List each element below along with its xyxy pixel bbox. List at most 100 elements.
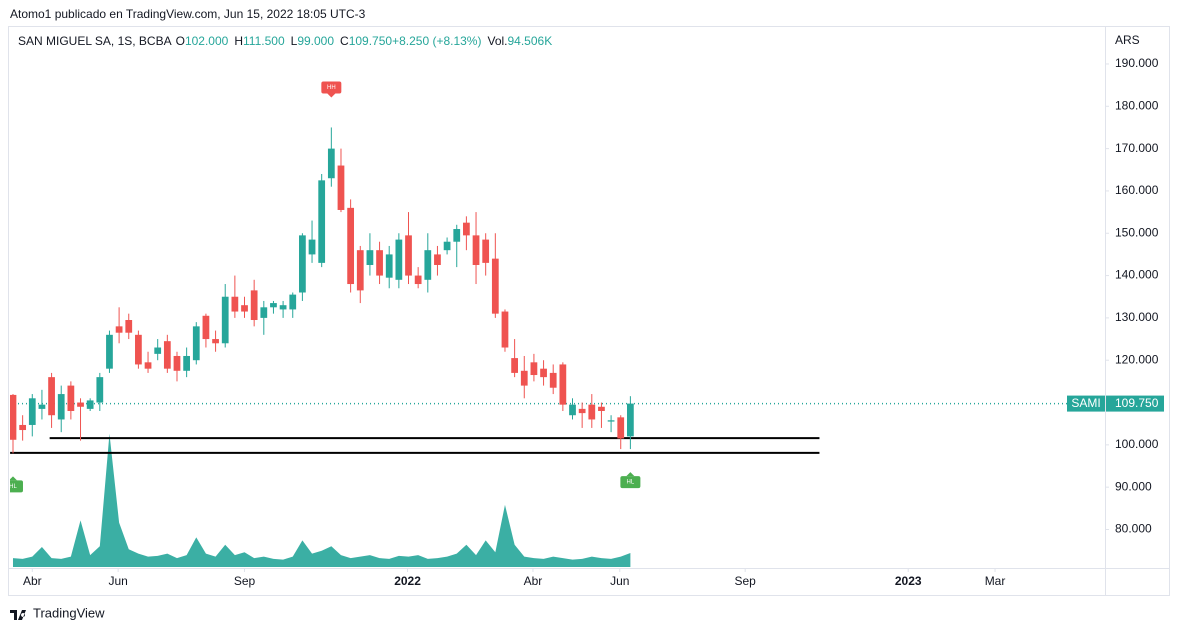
candle-body	[598, 406, 605, 411]
legend-label: L	[291, 34, 298, 48]
x-tick-label: Abr	[524, 574, 543, 588]
logo	[10, 610, 26, 620]
legend-value: 111.500	[243, 34, 285, 48]
candle-body	[491, 258, 499, 314]
candle-body	[250, 290, 258, 321]
legend-label: C	[340, 34, 349, 48]
annotation-arrow	[626, 472, 635, 477]
candle-body	[308, 239, 316, 255]
y-tick-label: 150.000	[1115, 225, 1159, 239]
candle-body	[163, 341, 171, 369]
candle-body	[511, 358, 518, 373]
candle-body	[299, 235, 306, 293]
y-tick-label: 140.000	[1115, 268, 1159, 282]
candle-body	[135, 334, 142, 365]
candle-body	[154, 347, 162, 354]
candle-body	[270, 303, 277, 308]
y-tick-label: 170.000	[1115, 141, 1159, 155]
x-tick-label: Sep	[734, 574, 756, 588]
y-tick-label: 120.000	[1115, 352, 1159, 366]
x-tick-label: Abr	[23, 574, 42, 588]
price-badge	[1106, 395, 1164, 412]
candle-body	[549, 372, 557, 388]
candle-body	[327, 148, 335, 179]
candle-body	[559, 364, 567, 405]
legend-value: 99.000	[297, 34, 334, 48]
candle-body	[627, 403, 634, 437]
x-tick-label: 2022	[394, 574, 421, 588]
candle-body	[28, 398, 36, 425]
x-tick-label: Jun	[610, 574, 629, 588]
legend-value: 94.506K	[508, 34, 553, 48]
candle-body	[414, 275, 422, 285]
annotation-text: HH	[327, 85, 336, 91]
candle-body	[192, 326, 200, 361]
candle-body	[115, 326, 123, 333]
candle-body	[231, 296, 239, 312]
chart-frame	[8, 26, 1170, 596]
footer-brand: TradingView	[33, 605, 105, 620]
candle-body	[617, 417, 625, 439]
header: Atomo1 publicado en TradingView.com, Jun…	[10, 7, 366, 21]
candle-body	[38, 404, 46, 409]
candle-body	[19, 424, 27, 431]
candle-body	[183, 355, 191, 371]
symbol: SAN MIGUEL SA, 1S, BCBA	[18, 34, 172, 48]
annotation-box	[10, 480, 23, 493]
annotation-text: HL	[627, 480, 635, 486]
candle-body	[376, 250, 383, 276]
candle-body	[569, 404, 576, 416]
y-tick-label: 100.000	[1115, 437, 1159, 451]
y-tick-label: 160.000	[1115, 183, 1159, 197]
x-tick-label: Mar	[985, 574, 1006, 588]
legend-label: Vol.	[487, 34, 507, 48]
annotation-arrow	[327, 93, 336, 98]
plot: HH HL HL	[9, 81, 1105, 567]
candle-body	[96, 377, 104, 403]
legend-label: H	[234, 34, 243, 48]
candle-body	[144, 362, 152, 369]
y-tick-label: 190.000	[1115, 56, 1159, 70]
symbol-badge	[1067, 395, 1105, 412]
candle-body	[405, 235, 412, 276]
candle-body	[356, 250, 364, 291]
candle-body	[202, 315, 210, 340]
symbol-label: SAMI	[1071, 396, 1100, 410]
y-tick-label: 180.000	[1115, 98, 1159, 112]
annotation: HH	[321, 81, 342, 98]
legend: SAN MIGUEL SA, 1S, BCBA O102.000 H111.500 L…	[18, 34, 552, 48]
y-tick-label: 90.000	[1115, 479, 1152, 493]
annotation-text: HL	[9, 484, 17, 490]
x-tick-label: Sep	[234, 574, 256, 588]
legend-value: +8.250 (+8.13%)	[392, 34, 481, 48]
candle-body	[260, 307, 268, 318]
candle-body	[424, 250, 432, 280]
legend-label: O	[176, 34, 185, 48]
candle-body	[453, 229, 461, 242]
candle-body	[366, 250, 374, 265]
candle-body	[173, 355, 181, 371]
currency: ARS	[1115, 33, 1140, 47]
y-tick-label: 80.000	[1115, 522, 1152, 536]
candle-body	[472, 235, 480, 265]
y-tick-label: 130.000	[1115, 310, 1159, 324]
candle-body	[501, 311, 509, 348]
candle-body	[434, 254, 441, 265]
annotation-box	[620, 476, 641, 489]
candle-body	[212, 339, 219, 344]
candle-body	[588, 404, 596, 420]
candle-body	[125, 320, 133, 333]
legend-value: 102.000	[185, 34, 229, 48]
candle-body	[395, 239, 403, 280]
candle-body	[86, 400, 94, 409]
candle-body	[520, 370, 528, 386]
annotation: HL	[620, 472, 641, 489]
candle-body	[318, 180, 326, 263]
candle-body	[241, 305, 248, 312]
x-tick-label: 2023	[895, 574, 922, 588]
candle-body	[10, 394, 17, 440]
candle-body	[77, 402, 84, 407]
candle-body	[443, 241, 451, 251]
candle-body	[482, 239, 490, 263]
